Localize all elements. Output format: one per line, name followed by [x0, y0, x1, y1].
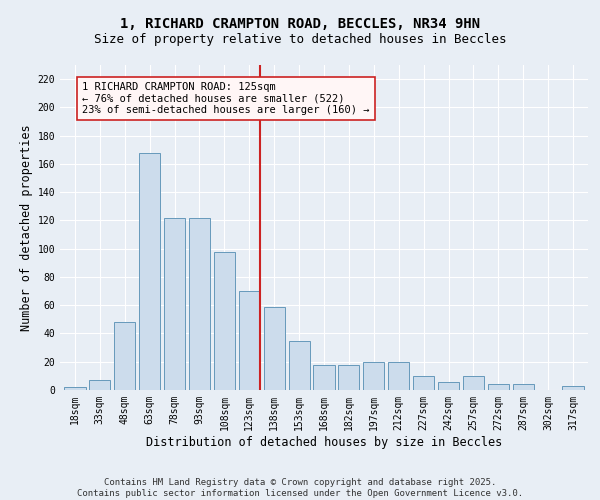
Text: 1 RICHARD CRAMPTON ROAD: 125sqm
← 76% of detached houses are smaller (522)
23% o: 1 RICHARD CRAMPTON ROAD: 125sqm ← 76% of… — [82, 82, 370, 115]
X-axis label: Distribution of detached houses by size in Beccles: Distribution of detached houses by size … — [146, 436, 502, 448]
Bar — [363, 362, 385, 390]
Text: 1, RICHARD CRAMPTON ROAD, BECCLES, NR34 9HN: 1, RICHARD CRAMPTON ROAD, BECCLES, NR34 … — [120, 18, 480, 32]
Bar — [89, 380, 110, 390]
Bar — [289, 340, 310, 390]
Bar — [413, 376, 434, 390]
Text: Size of property relative to detached houses in Beccles: Size of property relative to detached ho… — [94, 32, 506, 46]
Bar — [139, 152, 160, 390]
Bar — [239, 291, 260, 390]
Bar — [562, 386, 584, 390]
Bar — [64, 387, 86, 390]
Bar — [164, 218, 185, 390]
Y-axis label: Number of detached properties: Number of detached properties — [20, 124, 34, 331]
Text: Contains HM Land Registry data © Crown copyright and database right 2025.
Contai: Contains HM Land Registry data © Crown c… — [77, 478, 523, 498]
Bar — [114, 322, 136, 390]
Bar — [463, 376, 484, 390]
Bar — [488, 384, 509, 390]
Bar — [214, 252, 235, 390]
Bar — [338, 364, 359, 390]
Bar — [512, 384, 534, 390]
Bar — [189, 218, 210, 390]
Bar — [313, 364, 335, 390]
Bar — [263, 306, 285, 390]
Bar — [438, 382, 459, 390]
Bar — [388, 362, 409, 390]
